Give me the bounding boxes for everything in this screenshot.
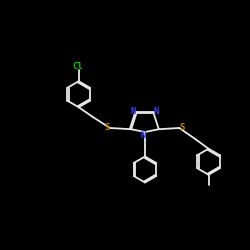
Text: N: N	[140, 130, 146, 140]
Text: S: S	[104, 124, 110, 132]
Text: S: S	[180, 124, 185, 132]
Text: N: N	[154, 107, 159, 116]
Text: Cl: Cl	[72, 62, 83, 71]
Text: N: N	[131, 107, 136, 116]
